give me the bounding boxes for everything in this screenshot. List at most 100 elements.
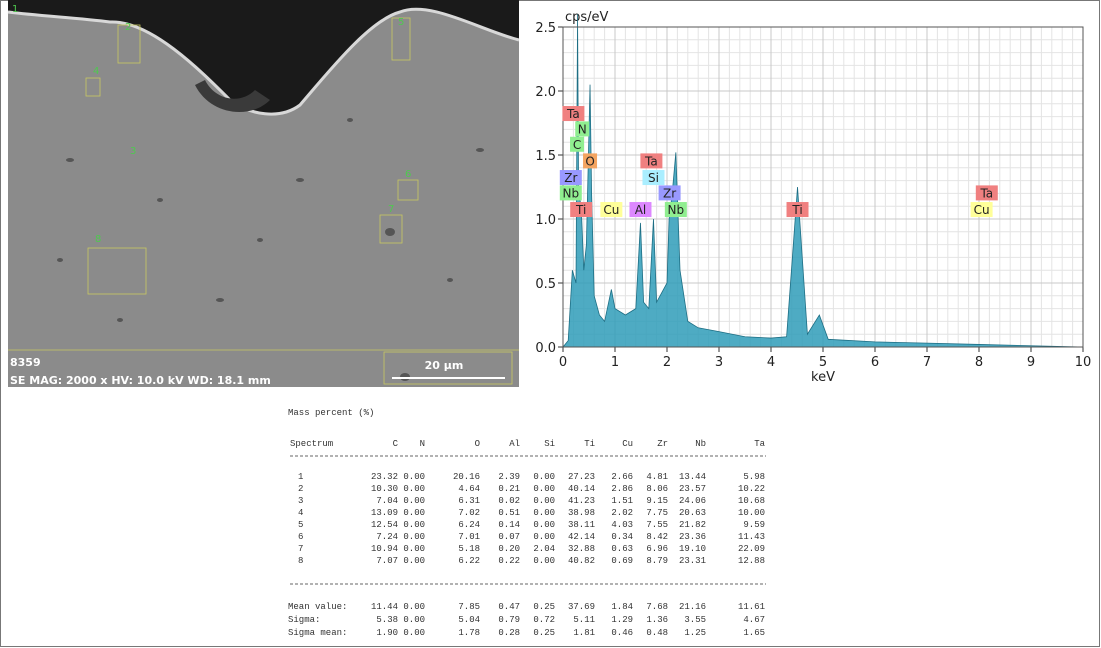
- spot-label: 6: [405, 169, 411, 180]
- x-tick-label: 4: [767, 355, 775, 370]
- summary-cell: 5.38: [376, 615, 398, 625]
- table-cell: 23.32: [371, 472, 398, 482]
- element-label: Ta: [566, 107, 580, 121]
- summary-cell: 7.68: [646, 602, 668, 612]
- table-cell: 8.06: [646, 484, 668, 494]
- table-cell: 9.15: [646, 496, 668, 506]
- table-cell: 4.03: [611, 520, 633, 530]
- table-cell: 27.23: [568, 472, 595, 482]
- table-cell: 8.79: [646, 556, 668, 566]
- image-info: SE MAG: 2000 x HV: 10.0 kV WD: 18.1 mm: [10, 374, 271, 387]
- element-label: Ti: [575, 203, 586, 217]
- element-label: Nb: [563, 186, 580, 200]
- table-cell: 23.57: [679, 484, 706, 494]
- summary-cell: 0.25: [533, 628, 555, 638]
- x-tick-label: 9: [1027, 355, 1035, 370]
- table-cell: 22.09: [738, 544, 765, 554]
- table-cell: 6.96: [646, 544, 668, 554]
- spot-label: 2: [125, 22, 131, 33]
- table-cell: 23.31: [679, 556, 706, 566]
- element-label: Cu: [603, 203, 619, 217]
- table-cell: 0.00: [533, 484, 555, 494]
- table-cell: 40.14: [568, 484, 595, 494]
- table-cell: 7.24: [376, 532, 398, 542]
- table-cell: 2.04: [533, 544, 555, 554]
- table-cell: 40.82: [568, 556, 595, 566]
- column-header: Al: [509, 439, 520, 449]
- table-cell: 0.00: [533, 556, 555, 566]
- summary-cell: 4.67: [743, 615, 765, 625]
- element-label: Si: [648, 171, 659, 185]
- element-label: N: [578, 122, 587, 136]
- table-cell: 10.22: [738, 484, 765, 494]
- x-axis-label: keV: [811, 370, 835, 385]
- table-cell: 6.22: [458, 556, 480, 566]
- y-tick-label: 0.0: [535, 341, 556, 356]
- x-tick-label: 8: [975, 355, 983, 370]
- table-cell: 5.98: [743, 472, 765, 482]
- table-cell: 2.39: [498, 472, 520, 482]
- table-cell: 6.31: [458, 496, 480, 506]
- table-cell: 7: [298, 544, 303, 554]
- table-cell: 0.00: [403, 544, 425, 554]
- column-header: Si: [544, 439, 555, 449]
- table-cell: 7.02: [458, 508, 480, 518]
- summary-cell: 0.47: [498, 602, 520, 612]
- table-cell: 0.51: [498, 508, 520, 518]
- scale-label: 20 µm: [425, 359, 464, 372]
- table-cell: 8: [298, 556, 303, 566]
- table-cell: 13.44: [679, 472, 706, 482]
- table-cell: 0.00: [403, 520, 425, 530]
- table-cell: 8.42: [646, 532, 668, 542]
- figure: 12345678 8359 SE MAG: 2000 x HV: 10.0 kV…: [0, 0, 1101, 648]
- summary-cell: 0.00: [403, 615, 425, 625]
- table-cell: 7.55: [646, 520, 668, 530]
- summary-cell: 1.81: [573, 628, 595, 638]
- table-cell: 4: [298, 508, 303, 518]
- table-cell: 0.00: [533, 508, 555, 518]
- table-cell: 0.00: [403, 556, 425, 566]
- element-label: O: [585, 154, 594, 168]
- summary-cell: 7.85: [458, 602, 480, 612]
- table-cell: 0.02: [498, 496, 520, 506]
- table-cell: 3: [298, 496, 303, 506]
- column-header: Zr: [657, 439, 668, 449]
- spot-label: 3: [130, 146, 136, 157]
- table-cell: 20.16: [453, 472, 480, 482]
- summary-cell: 0.46: [611, 628, 633, 638]
- summary-cell: Mean value:: [288, 602, 347, 612]
- table-cell: 10.30: [371, 484, 398, 494]
- summary-cell: 11.61: [738, 602, 765, 612]
- table-cell: 0.00: [403, 496, 425, 506]
- table-cell: 5.18: [458, 544, 480, 554]
- table-cell: 1.51: [611, 496, 633, 506]
- table-cell: 10.00: [738, 508, 765, 518]
- summary-cell: 0.72: [533, 615, 555, 625]
- column-header: N: [420, 439, 425, 449]
- table-cell: 11.43: [738, 532, 765, 542]
- element-label: C: [573, 138, 581, 152]
- table-cell: 23.36: [679, 532, 706, 542]
- sem-image: [8, 0, 519, 387]
- summary-cell: 0.79: [498, 615, 520, 625]
- table-cell: 20.63: [679, 508, 706, 518]
- table-cell: 0.34: [611, 532, 633, 542]
- summary-cell: 5.11: [573, 615, 595, 625]
- page: 12345678 8359 SE MAG: 2000 x HV: 10.0 kV…: [0, 0, 1101, 648]
- table-cell: 0.00: [403, 532, 425, 542]
- x-tick-label: 5: [819, 355, 827, 370]
- column-header: Cu: [622, 439, 633, 449]
- table-cell: 0.21: [498, 484, 520, 494]
- table-cell: 0.00: [533, 472, 555, 482]
- summary-cell: Sigma:: [288, 615, 320, 625]
- table-cell: 0.14: [498, 520, 520, 530]
- summary-cell: 1.29: [611, 615, 633, 625]
- y-tick-label: 2.0: [535, 85, 556, 100]
- table-cell: 9.59: [743, 520, 765, 530]
- summary-cell: 1.36: [646, 615, 668, 625]
- y-tick-label: 1.0: [535, 213, 556, 228]
- table-cell: 0.00: [533, 532, 555, 542]
- element-label: Zr: [663, 186, 676, 200]
- table-cell: 21.82: [679, 520, 706, 530]
